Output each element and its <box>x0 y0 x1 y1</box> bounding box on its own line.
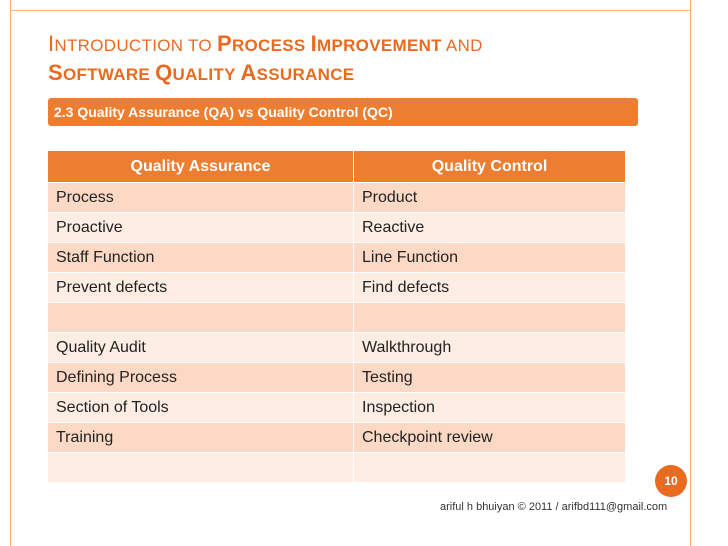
title-segment: Q <box>155 60 173 85</box>
title-segment: and <box>441 36 483 55</box>
table-row: Staff Function Line Function <box>48 242 626 273</box>
header-quality-control: Quality Control <box>353 151 626 183</box>
qc-cell <box>353 452 626 482</box>
table-row: Prevent defects Find defects <box>48 272 626 303</box>
footer-credit: ariful h bhuiyan © 2011 / arifbd111@gmai… <box>440 501 668 513</box>
table-row: Defining Process Testing <box>48 362 626 393</box>
title-segment: P <box>216 31 232 56</box>
slide-frame-left <box>10 0 11 546</box>
title-segment: I <box>310 31 317 56</box>
qc-cell: Find defects <box>353 272 626 303</box>
qc-cell: Inspection <box>353 392 626 423</box>
table-row: Process Product <box>48 182 626 213</box>
qa-cell: Proactive <box>48 212 354 243</box>
table-body: Process Product Proactive Reactive Staff Fun… <box>48 182 626 482</box>
qc-cell: Reactive <box>353 212 626 243</box>
qc-cell: Walkthrough <box>353 332 626 363</box>
title-segment: I <box>48 31 55 56</box>
slide-frame-right <box>690 0 691 546</box>
table-row: Proactive Reactive <box>48 212 626 243</box>
section-subtitle: 2.3 Quality Assurance (QA) vs Quality Co… <box>54 104 393 120</box>
qc-cell <box>353 302 626 333</box>
slide-title-line2: Software Quality Assurance <box>48 59 678 88</box>
qa-vs-qc-table: Quality Assurance Quality Control Proces… <box>48 151 626 482</box>
table-row <box>48 452 626 482</box>
qa-cell <box>48 302 354 333</box>
qa-cell: Defining Process <box>48 362 354 393</box>
qc-cell: Product <box>353 182 626 213</box>
title-segment: ssurance <box>256 65 355 84</box>
qc-cell: Line Function <box>353 242 626 273</box>
title-segment: A <box>240 60 257 85</box>
qa-cell <box>48 452 354 482</box>
qa-cell: Process <box>48 182 354 213</box>
section-subtitle-bar: 2.3 Quality Assurance (QA) vs Quality Co… <box>48 98 638 126</box>
title-segment: mprovement <box>317 36 442 55</box>
qc-cell: Testing <box>353 362 626 393</box>
title-segment: ntroduction to <box>54 36 217 55</box>
slide-title-line1: Introduction to Process Improvement and <box>48 30 678 59</box>
qa-cell: Training <box>48 422 354 453</box>
qc-cell: Checkpoint review <box>353 422 626 453</box>
table-header-row: Quality Assurance Quality Control <box>48 151 626 183</box>
qa-cell: Section of Tools <box>48 392 354 423</box>
title-segment: S <box>48 60 63 85</box>
page-number-badge: 10 <box>655 465 687 497</box>
title-segment: oftware <box>62 65 156 84</box>
qa-cell: Quality Audit <box>48 332 354 363</box>
qa-cell: Prevent defects <box>48 272 354 303</box>
slide-title: Introduction to Process Improvement and … <box>48 30 678 88</box>
table-row: Section of Tools Inspection <box>48 392 626 423</box>
title-segment: rocess <box>231 36 311 55</box>
page-number: 10 <box>664 474 678 488</box>
slide-frame-top <box>10 10 691 11</box>
table-row: Training Checkpoint review <box>48 422 626 453</box>
table-row <box>48 302 626 333</box>
table-row: Quality Audit Walkthrough <box>48 332 626 363</box>
header-quality-assurance: Quality Assurance <box>48 151 354 183</box>
qa-cell: Staff Function <box>48 242 354 273</box>
title-segment: uality <box>172 65 241 84</box>
